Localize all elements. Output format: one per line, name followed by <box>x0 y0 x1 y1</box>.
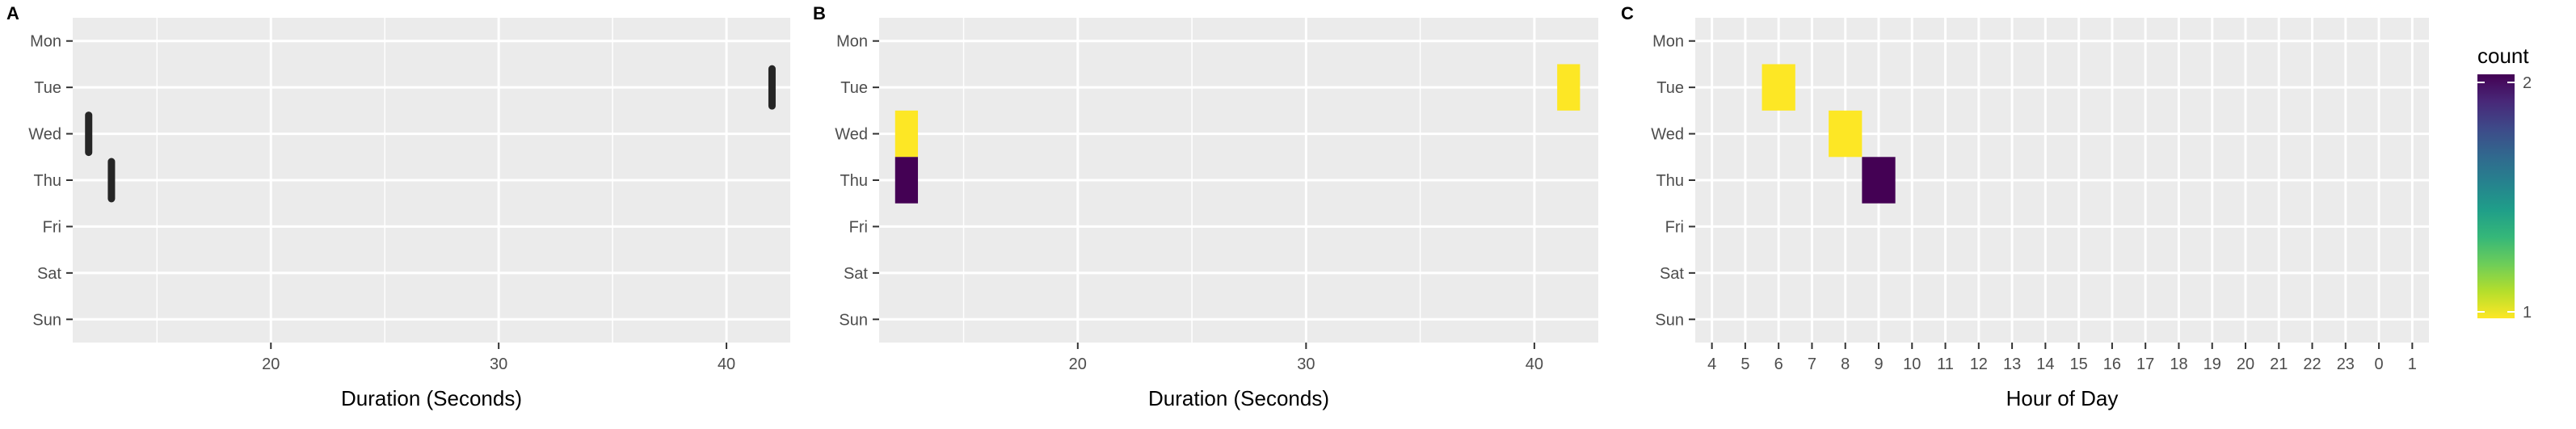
x-tick-label: 11 <box>1937 355 1954 373</box>
legend-colorbar <box>2477 74 2515 318</box>
x-tick-label: 8 <box>1841 355 1850 373</box>
panel-b-x-axis: 20 30 40 <box>1069 343 1543 373</box>
panel-c-y-axis: Mon Tue Wed Thu Fri Sat Sun <box>1651 33 1695 329</box>
panel-a-x-axis-title: Duration (Seconds) <box>341 386 522 410</box>
y-tick-label: Wed <box>28 126 61 144</box>
x-tick-label: 18 <box>2170 355 2187 373</box>
panel-b-x-axis-title: Duration (Seconds) <box>1148 386 1329 410</box>
panel-a-y-axis: Mon Tue Wed Thu Fri Sat Sun <box>28 33 73 329</box>
color-legend: count 12 <box>2477 44 2532 322</box>
x-tick-label: 10 <box>1903 355 1921 373</box>
panel-a-grid <box>73 18 790 343</box>
legend-tick-label: 2 <box>2523 74 2532 92</box>
legend-tick-label: 1 <box>2523 304 2532 322</box>
heatmap-cell <box>1829 110 1863 158</box>
legend-ticks: 12 <box>2477 74 2532 322</box>
y-tick-label: Sat <box>844 265 868 283</box>
y-tick-label: Wed <box>1651 126 1684 144</box>
y-tick-label: Tue <box>840 79 868 97</box>
y-tick-label: Tue <box>1656 79 1684 97</box>
y-tick-label: Fri <box>849 218 868 236</box>
x-tick-label: 30 <box>490 355 507 373</box>
panel-a-letter: A <box>6 3 19 23</box>
panel-c-letter: C <box>1621 3 1634 23</box>
panel-b-letter: B <box>813 3 826 23</box>
y-tick-label: Mon <box>836 33 868 51</box>
y-tick-label: Wed <box>835 126 868 144</box>
x-tick-label: 21 <box>2270 355 2288 373</box>
x-tick-label: 4 <box>1707 355 1716 373</box>
panel-c-x-axis: 4 5 6 7 8 9 10 11 12 13 14 15 16 17 18 19 20 21 22 23 0 1 <box>1707 343 2417 373</box>
y-tick-label: Mon <box>1652 33 1684 51</box>
y-tick-label: Thu <box>34 172 61 190</box>
y-tick-label: Sun <box>839 311 868 329</box>
panel-b-marks <box>894 64 1581 204</box>
x-tick-label: 20 <box>1069 355 1087 373</box>
panel-c-marks <box>1762 64 1896 204</box>
x-tick-label: 14 <box>2036 355 2054 373</box>
panel-b-grid <box>879 18 1598 343</box>
y-tick-label: Fri <box>1665 218 1684 236</box>
heatmap-cell <box>1762 64 1795 111</box>
heatmap-cell <box>1557 64 1581 111</box>
x-tick-label: 20 <box>262 355 280 373</box>
x-tick-label: 1 <box>2408 355 2417 373</box>
x-tick-label: 30 <box>1297 355 1315 373</box>
x-tick-label: 17 <box>2136 355 2154 373</box>
heatmap-cell <box>894 157 919 204</box>
panel-b-y-axis: Mon Tue Wed Thu Fri Sat Sun <box>835 33 879 329</box>
x-tick-label: 22 <box>2303 355 2321 373</box>
y-tick-label: Thu <box>1656 172 1684 190</box>
heatmap-cell <box>1862 157 1896 204</box>
x-tick-label: 6 <box>1774 355 1783 373</box>
panel-c-x-axis-title: Hour of Day <box>2006 386 2119 410</box>
x-tick-label: 16 <box>2103 355 2121 373</box>
x-tick-label: 40 <box>1526 355 1543 373</box>
panel-a-marks <box>85 65 776 203</box>
x-tick-label: 19 <box>2203 355 2221 373</box>
panel-b: B Mon Tue Wed Thu Fri Sat Sun 20 30 40 Duration … <box>813 3 1598 410</box>
x-tick-label: 12 <box>1970 355 1988 373</box>
x-tick-label: 9 <box>1874 355 1883 373</box>
legend-title: count <box>2477 44 2529 68</box>
x-tick-label: 5 <box>1740 355 1749 373</box>
x-tick-label: 0 <box>2375 355 2384 373</box>
y-tick-label: Sun <box>32 311 61 329</box>
y-tick-label: Mon <box>30 33 61 51</box>
x-tick-label: 15 <box>2070 355 2088 373</box>
panel-c-grid <box>1695 18 2429 343</box>
y-tick-label: Sat <box>37 265 61 283</box>
y-tick-label: Tue <box>34 79 61 97</box>
x-tick-label: 40 <box>718 355 735 373</box>
heatmap-cell <box>894 110 919 158</box>
panel-a-x-axis: 20 30 40 <box>262 343 735 373</box>
y-tick-label: Sat <box>1660 265 1684 283</box>
x-tick-label: 7 <box>1808 355 1816 373</box>
y-tick-label: Sun <box>1655 311 1684 329</box>
panel-a: A Mon Tue Wed Thu Fri Sat Sun 20 30 40 Duration … <box>6 3 790 410</box>
x-tick-label: 13 <box>2003 355 2021 373</box>
x-tick-label: 20 <box>2237 355 2254 373</box>
y-tick-label: Fri <box>43 218 61 236</box>
x-tick-label: 23 <box>2337 355 2355 373</box>
y-tick-label: Thu <box>840 172 868 190</box>
